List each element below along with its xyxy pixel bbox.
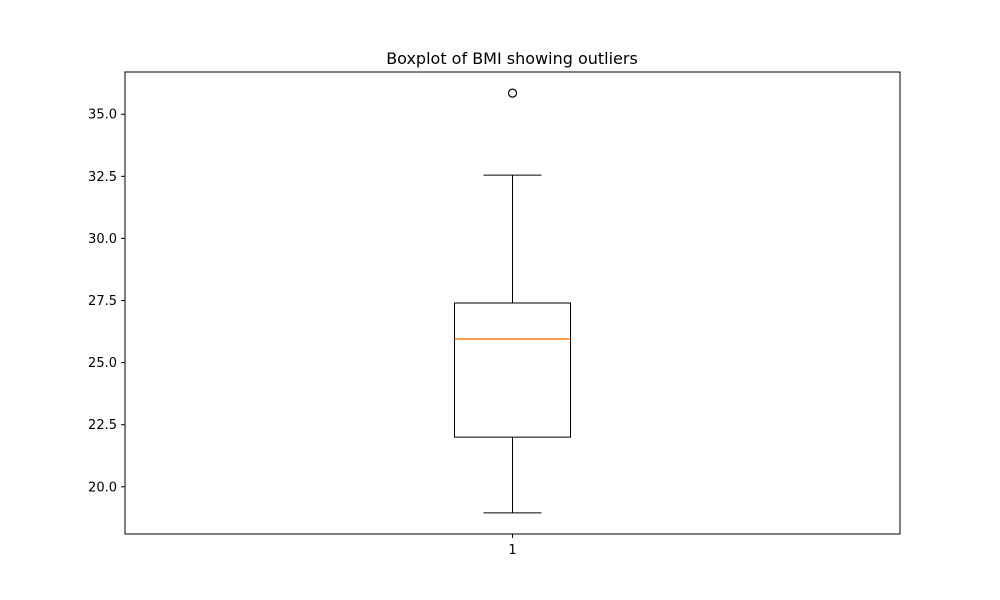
chart-title: Boxplot of BMI showing outliers [386,49,638,68]
y-tick-label: 30.0 [88,232,117,247]
outlier-point [507,88,518,98]
y-tick-label: 27.5 [88,294,117,309]
iqr-box [454,302,571,438]
y-tick-label: 35.0 [88,108,117,123]
y-tick-label: 22.5 [88,418,117,433]
plot-area: 20.0 22.5 25.0 27.5 30.0 32.5 35.0 1 [88,71,901,558]
y-tick-label: 32.5 [88,170,117,185]
x-tick-label: 1 [508,543,516,558]
y-tick-label: 20.0 [88,480,117,495]
y-tick-label: 25.0 [88,356,117,371]
